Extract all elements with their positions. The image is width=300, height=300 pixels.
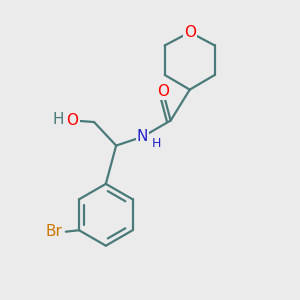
Text: H: H <box>152 137 161 150</box>
Text: O: O <box>157 84 169 99</box>
Text: O: O <box>67 113 79 128</box>
Text: N: N <box>137 129 148 144</box>
Text: Br: Br <box>46 224 62 239</box>
Text: H: H <box>52 112 64 127</box>
Text: O: O <box>184 25 196 40</box>
